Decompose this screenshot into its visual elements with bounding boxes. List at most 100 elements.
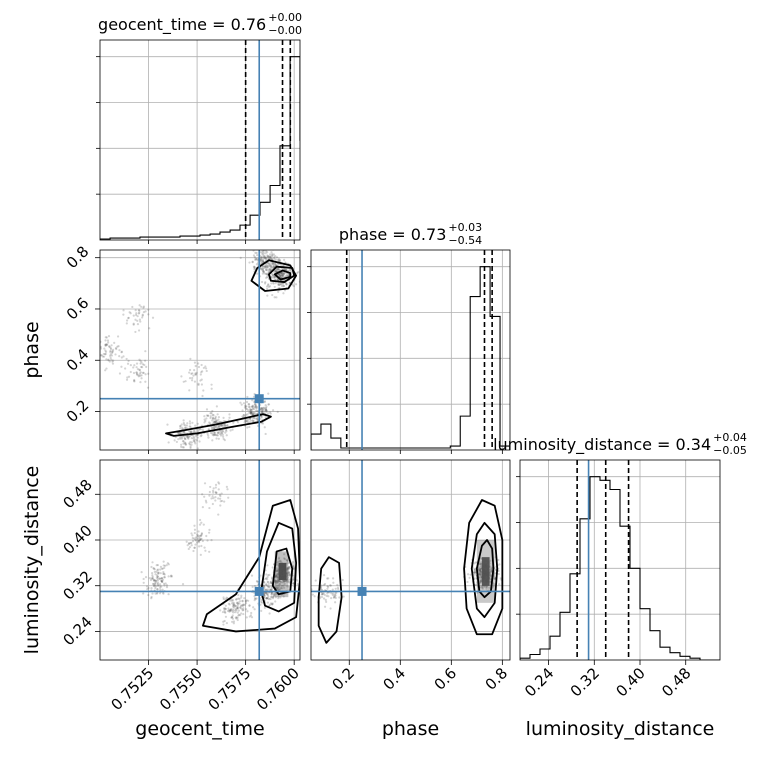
sample-point — [159, 572, 162, 575]
sample-point — [322, 597, 326, 600]
sample-point — [135, 371, 138, 374]
sample-point — [193, 546, 196, 549]
sample-point — [285, 283, 288, 286]
sample-point — [189, 445, 192, 448]
sample-point — [292, 582, 295, 585]
sample-point — [179, 427, 182, 430]
sample-point — [482, 567, 485, 571]
sample-point — [134, 309, 137, 312]
sample-point — [260, 251, 264, 254]
sample-point — [253, 267, 256, 270]
sample-point — [201, 428, 204, 431]
sample-point — [277, 564, 281, 568]
sample-point — [486, 573, 489, 576]
sample-point — [485, 565, 488, 568]
sample-point — [266, 564, 269, 567]
sample-point — [274, 281, 277, 285]
sample-point — [200, 383, 204, 386]
sample-point — [265, 597, 269, 600]
sample-point — [162, 564, 165, 567]
sample-point — [162, 592, 165, 595]
sample-point — [324, 598, 327, 601]
histogram-bin — [460, 416, 470, 450]
sample-point — [325, 594, 328, 597]
sample-point — [285, 574, 288, 577]
sample-point — [193, 380, 197, 383]
sample-point — [296, 272, 299, 275]
sample-point — [261, 252, 264, 256]
sample-point — [276, 268, 279, 271]
sample-point — [213, 420, 216, 423]
sample-point — [223, 423, 226, 427]
sample-point — [254, 258, 257, 261]
sample-point — [163, 564, 167, 567]
sample-point — [141, 313, 144, 316]
sample-point — [265, 273, 268, 276]
sample-point — [275, 580, 279, 583]
sample-point — [237, 593, 240, 597]
sample-point — [265, 597, 268, 600]
sample-point — [282, 570, 285, 573]
sample-point — [283, 272, 286, 275]
density-frame-geocent_time-luminosity_distance — [99, 459, 301, 661]
sample-point — [102, 352, 106, 356]
sample-point — [260, 415, 263, 418]
sample-point — [217, 431, 220, 434]
sample-point — [109, 353, 112, 356]
sample-point — [155, 592, 159, 595]
histogram-bin — [290, 57, 300, 240]
sample-point — [210, 497, 213, 500]
sample-point — [203, 421, 206, 424]
sample-point — [283, 577, 286, 580]
sample-point — [261, 601, 264, 604]
sample-point — [188, 542, 191, 545]
sample-point — [255, 405, 258, 409]
sample-point — [279, 282, 283, 285]
sample-point — [254, 405, 257, 409]
sample-point — [110, 354, 113, 357]
sample-point — [159, 585, 162, 588]
sample-point — [322, 583, 326, 586]
sample-point — [117, 345, 120, 348]
sample-point — [269, 256, 272, 260]
sample-point — [163, 566, 166, 570]
sample-point — [264, 265, 267, 268]
sample-point — [283, 577, 287, 580]
sample-point — [285, 580, 288, 583]
sample-point — [113, 341, 116, 344]
sample-point — [203, 495, 206, 498]
contour-line — [165, 413, 272, 437]
sample-point — [199, 434, 202, 438]
sample-point — [277, 259, 281, 262]
sample-point — [323, 582, 327, 586]
sample-point — [292, 582, 295, 585]
sample-point — [244, 602, 248, 605]
sample-point — [125, 322, 128, 325]
sample-point — [269, 588, 272, 591]
sample-point — [135, 313, 138, 317]
sample-point — [193, 546, 196, 549]
sample-point — [287, 566, 290, 569]
sample-point — [109, 354, 112, 357]
sample-point — [212, 420, 215, 423]
sample-point — [264, 256, 267, 259]
density-panel-phase-luminosity_distance — [311, 460, 510, 660]
sample-point — [484, 565, 487, 568]
sample-point — [263, 400, 267, 403]
sample-point — [116, 335, 120, 338]
density-frame-geocent_time-phase — [99, 249, 301, 451]
sample-point — [192, 549, 195, 553]
sample-point — [194, 539, 197, 542]
sample-point — [266, 588, 269, 591]
sample-point — [200, 537, 203, 540]
sample-point — [185, 435, 189, 439]
sample-point — [261, 422, 265, 425]
sample-point — [132, 322, 135, 325]
sample-point — [483, 557, 486, 560]
histogram-bin — [230, 230, 240, 240]
sample-point — [329, 584, 332, 587]
sample-point — [185, 540, 188, 543]
contour-line — [202, 499, 300, 633]
sample-point — [192, 434, 195, 437]
sample-point — [278, 273, 281, 276]
